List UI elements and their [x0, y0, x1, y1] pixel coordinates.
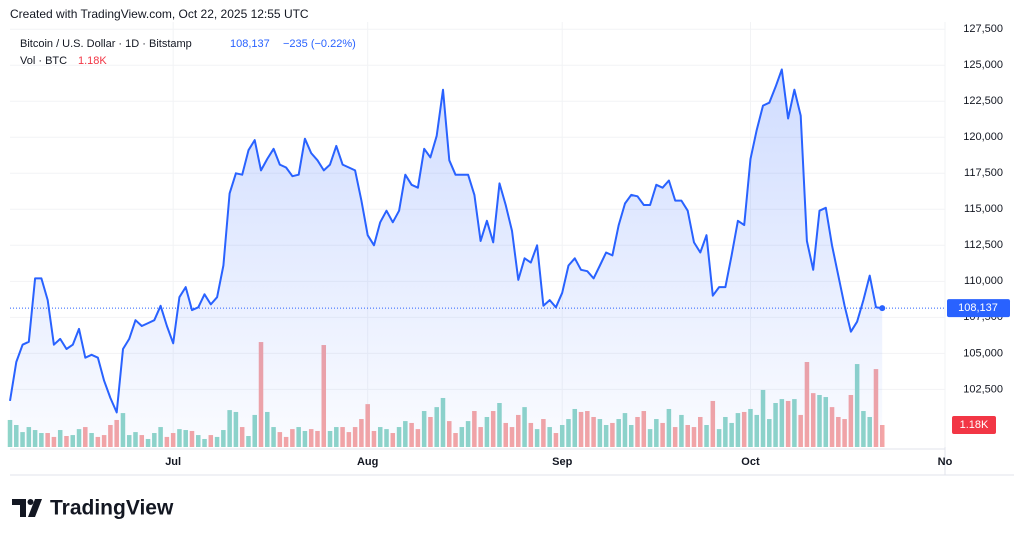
- logo-bar: [12, 499, 26, 517]
- x-tick-label: Sep: [552, 456, 572, 468]
- y-tick-label: 110,000: [964, 275, 1003, 287]
- price-line: [9, 68, 883, 414]
- price-change: −235 (−0.22%): [283, 38, 356, 50]
- logo-slash: [28, 499, 42, 517]
- volume-title: Vol · BTC: [20, 55, 67, 67]
- x-tick-label: No: [938, 456, 953, 468]
- price-area: [10, 69, 883, 447]
- y-tick-label: 127,500: [963, 23, 1003, 35]
- last-price-tag-label: 108,137: [958, 302, 998, 314]
- y-tick-label: 112,500: [964, 239, 1003, 251]
- x-tick-label: Oct: [741, 456, 760, 468]
- logo-dot: [27, 499, 34, 505]
- y-tick-label: 115,000: [964, 203, 1003, 215]
- volume-last: 1.18K: [78, 55, 107, 67]
- y-tick-label: 120,000: [963, 131, 1003, 143]
- brand-name: TradingView: [50, 497, 174, 520]
- y-tick-label: 102,500: [963, 383, 1003, 395]
- last-price: 108,137: [230, 38, 270, 50]
- volume-tag-label: 1.18K: [960, 419, 989, 431]
- x-tick-label: Jul: [165, 456, 181, 468]
- volume-bar: [879, 425, 885, 447]
- plot-area: [7, 22, 946, 447]
- legend: Bitcoin / U.S. Dollar · 1D · Bitstamp 10…: [20, 38, 356, 67]
- y-tick-label: 122,500: [963, 95, 1003, 107]
- last-price-tag: [947, 299, 1010, 318]
- brand-logo: TradingView: [12, 497, 174, 520]
- y-tick-label: 117,500: [964, 167, 1003, 179]
- y-tick-label: 105,000: [963, 347, 1003, 359]
- volume-tag: [952, 416, 996, 435]
- symbol-title: Bitcoin / U.S. Dollar · 1D · Bitstamp: [20, 38, 192, 50]
- created-note: Created with TradingView.com, Oct 22, 20…: [10, 7, 309, 21]
- y-tick-label: 125,000: [963, 59, 1003, 71]
- last-price-dot: [879, 305, 886, 312]
- x-tick-label: Aug: [357, 456, 378, 468]
